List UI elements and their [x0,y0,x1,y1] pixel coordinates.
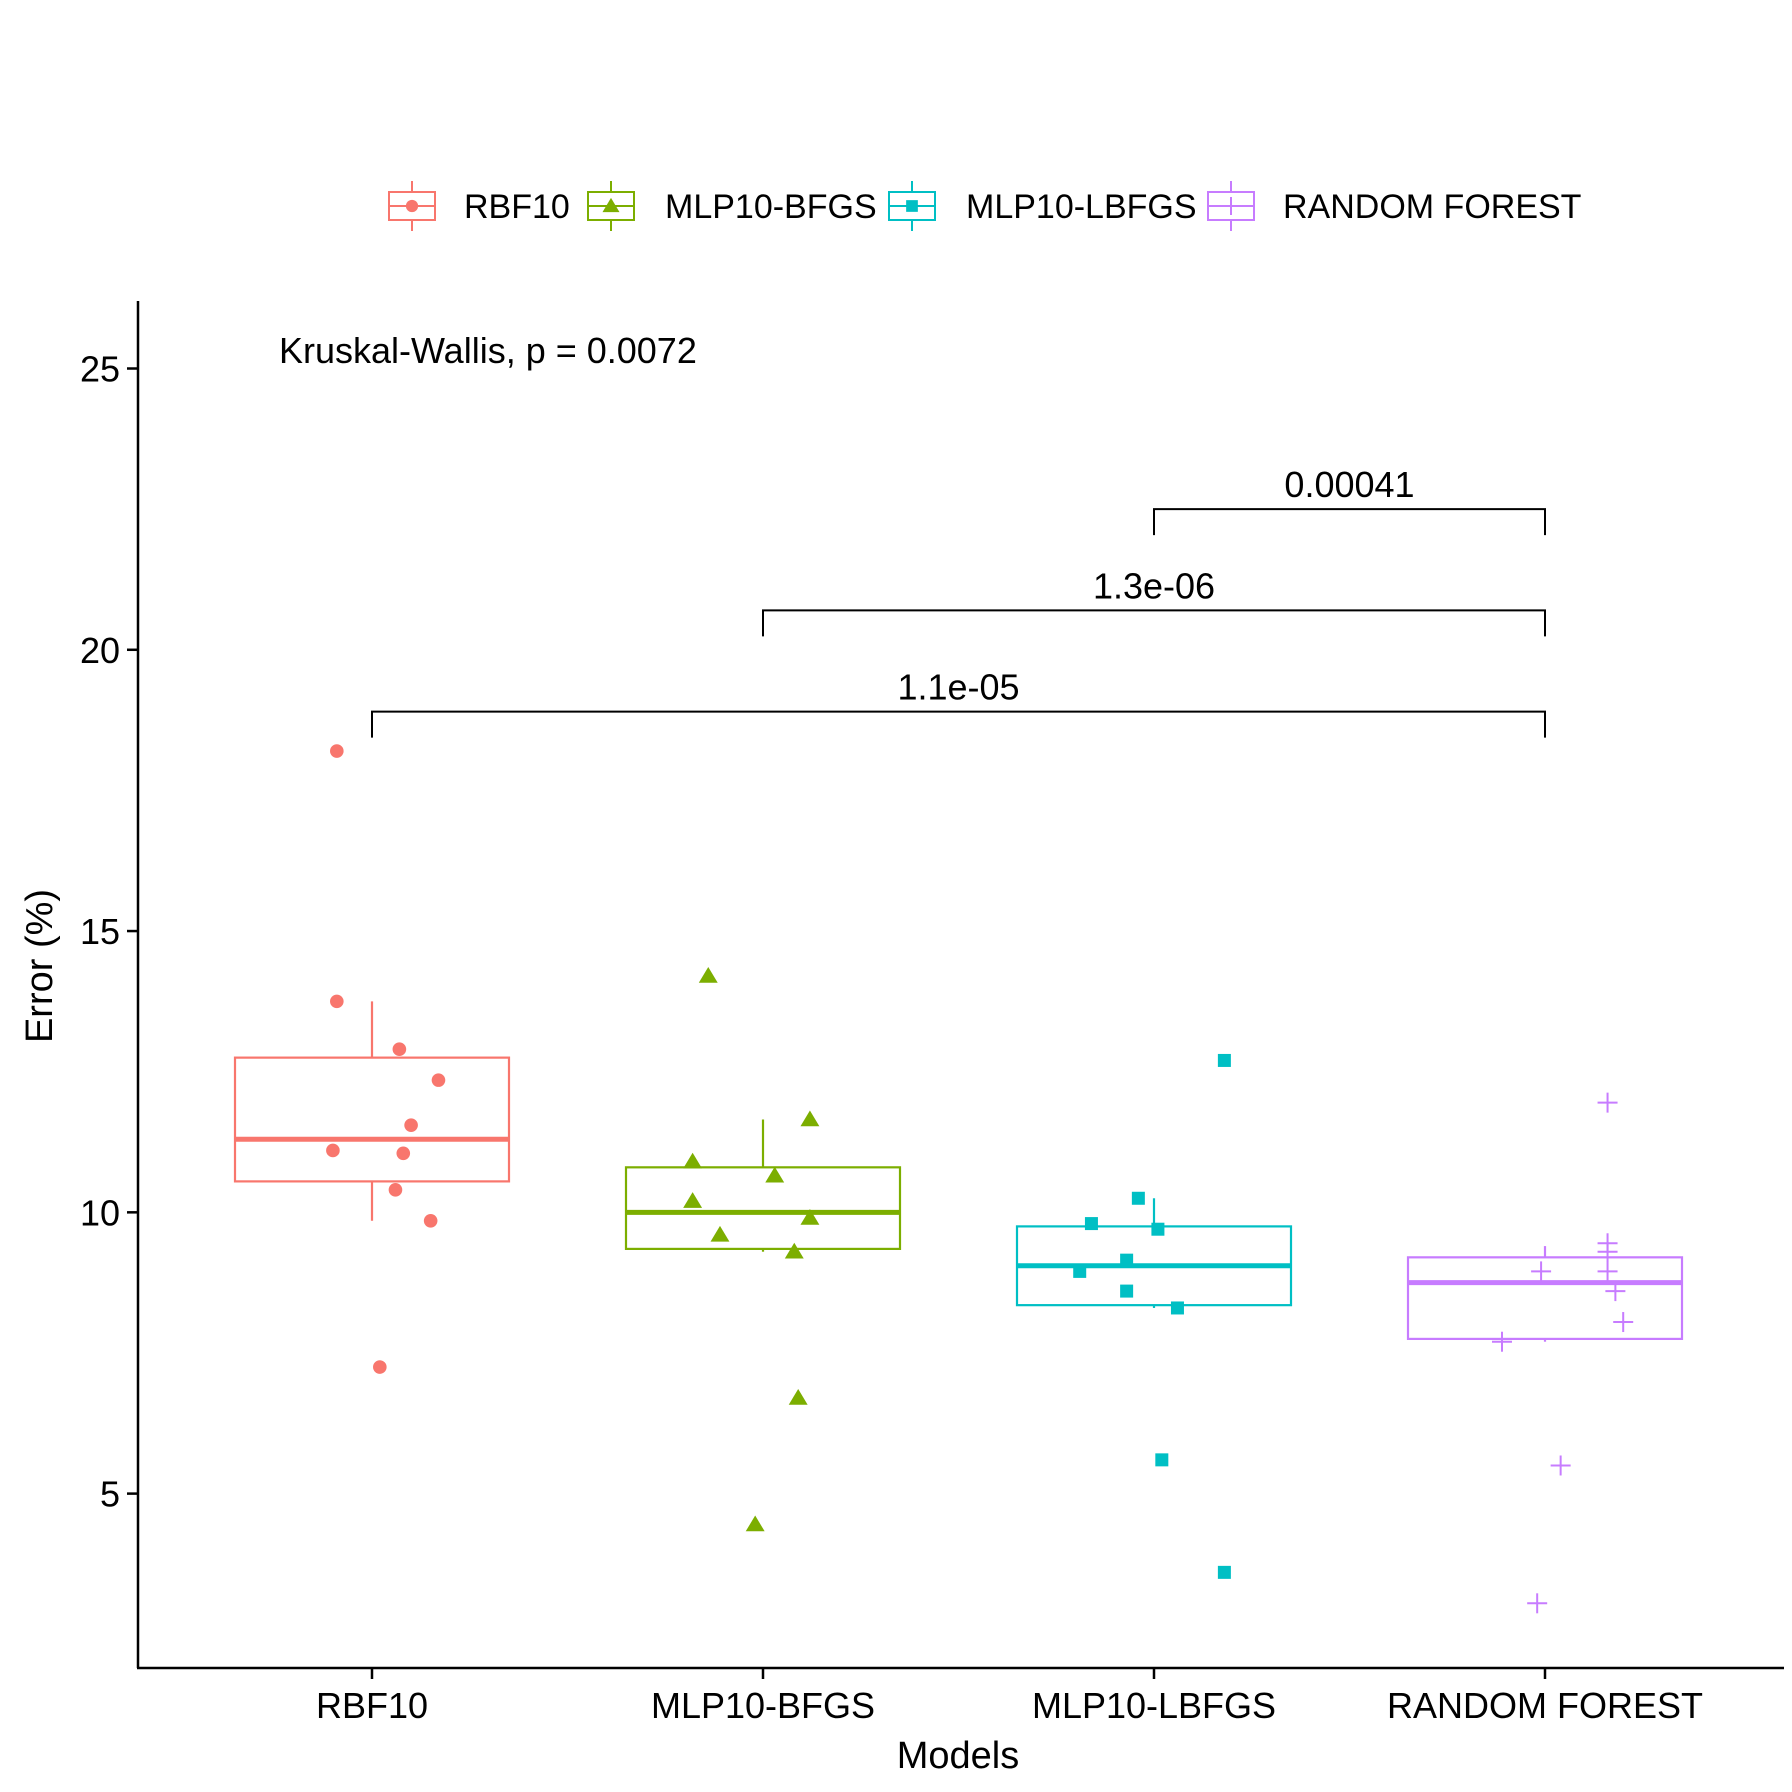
comparison-bracket: 1.1e-05 [371,667,1546,738]
data-point [330,744,344,758]
boxplot-random-forest [1406,1246,1684,1342]
plot-area: 0.00041 1.3e-06 1.1e-05 [233,464,1684,1614]
y-tick-label: 5 [100,1474,120,1515]
box [1406,1256,1684,1341]
comparison-bracket: 0.00041 [1153,464,1546,536]
legend-item-mlp10-lbfgs: MLP10-LBFGS [888,181,1197,231]
axes: 5 10 15 20 25 RBF10 MLP10-BFGS MLP10-LBFGS RAND… [80,301,1784,1726]
box [233,1056,511,1183]
y-tick-label: 20 [80,630,120,671]
x-tick-label: RBF10 [316,1685,428,1726]
bracket-line [762,609,1546,637]
legend-item-random-forest: RANDOM FOREST [1207,181,1581,231]
data-point [431,1073,446,1087]
data-point [404,1118,418,1132]
y-ticks: 5 10 15 20 25 [80,349,138,1515]
x-tick-label: RANDOM FOREST [1387,1685,1703,1726]
data-point [788,1388,808,1405]
data-point [392,1042,407,1056]
data-point [683,1152,703,1169]
comparison-brackets: 0.00041 1.3e-06 1.1e-05 [371,464,1546,738]
data-point [1613,1312,1634,1333]
data-point [1597,1261,1618,1282]
legend-square-icon [906,200,918,212]
data-point [1550,1455,1571,1476]
y-tick-label: 10 [80,1192,120,1233]
data-point [1531,1261,1552,1282]
p-value-label: 0.00041 [1284,464,1414,505]
data-point [326,1143,340,1158]
legend-label: RANDOM FOREST [1283,188,1581,226]
legend-triangle-icon [602,197,620,213]
x-tick-label: MLP10-BFGS [651,1685,875,1726]
data-point [698,967,718,983]
data-point [1597,1241,1618,1262]
data-point [800,1110,820,1127]
data-points [326,744,1634,1614]
data-point [1120,1284,1134,1298]
kruskal-wallis-annotation: Kruskal-Wallis, p = 0.0072 [279,330,697,371]
data-point [800,1208,820,1225]
data-point [765,1166,785,1183]
legend-label: RBF10 [464,188,570,226]
legend-circle-icon [405,199,419,213]
data-point [784,1242,804,1259]
data-point [1151,1222,1165,1236]
y-axis-title: Error (%) [19,889,61,1043]
data-point [1527,1593,1548,1614]
data-point [1084,1217,1098,1231]
data-point [745,1515,765,1532]
legend: RBF10 MLP10-BFGS MLP10-LBFGS RANDOM FOREST [388,181,1581,231]
data-point [1597,1092,1618,1113]
legend-label: MLP10-BFGS [665,188,877,226]
data-point [1217,1053,1231,1067]
boxplot-mlp10-bfgs [624,1119,902,1252]
bracket-line [371,710,1546,738]
legend-item-rbf10: RBF10 [388,181,570,231]
data-point [1073,1264,1087,1278]
data-point [423,1213,438,1228]
x-ticks: RBF10 MLP10-BFGS MLP10-LBFGS RANDOM FOREST [316,1668,1703,1726]
legend-item-mlp10-bfgs: MLP10-BFGS [587,181,877,231]
data-point [683,1192,703,1208]
data-point [1217,1565,1231,1579]
boxplots [233,1001,1684,1342]
data-point [330,994,344,1009]
boxplot-rbf10 [233,1001,511,1221]
p-value-label: 1.3e-06 [1093,565,1215,606]
bracket-line [1153,508,1546,536]
data-point [1170,1301,1184,1315]
data-point [388,1183,403,1197]
data-point [710,1225,730,1242]
data-point [1491,1331,1512,1352]
p-value-label: 1.1e-05 [897,667,1019,708]
y-tick-label: 25 [80,349,120,390]
y-tick-label: 15 [80,911,120,952]
data-point [1120,1253,1134,1267]
comparison-bracket: 1.3e-06 [762,565,1546,637]
x-tick-label: MLP10-LBFGS [1032,1685,1276,1726]
data-point [1155,1453,1169,1467]
x-axis-title: Models [897,1735,1020,1777]
boxplot-mlp10-lbfgs [1015,1198,1293,1308]
data-point [396,1146,411,1161]
legend-label: MLP10-LBFGS [966,188,1197,226]
legend-plus-icon [1222,197,1240,215]
data-point [1131,1191,1145,1205]
data-point [1605,1281,1626,1302]
data-point [373,1360,387,1374]
box [624,1166,902,1250]
